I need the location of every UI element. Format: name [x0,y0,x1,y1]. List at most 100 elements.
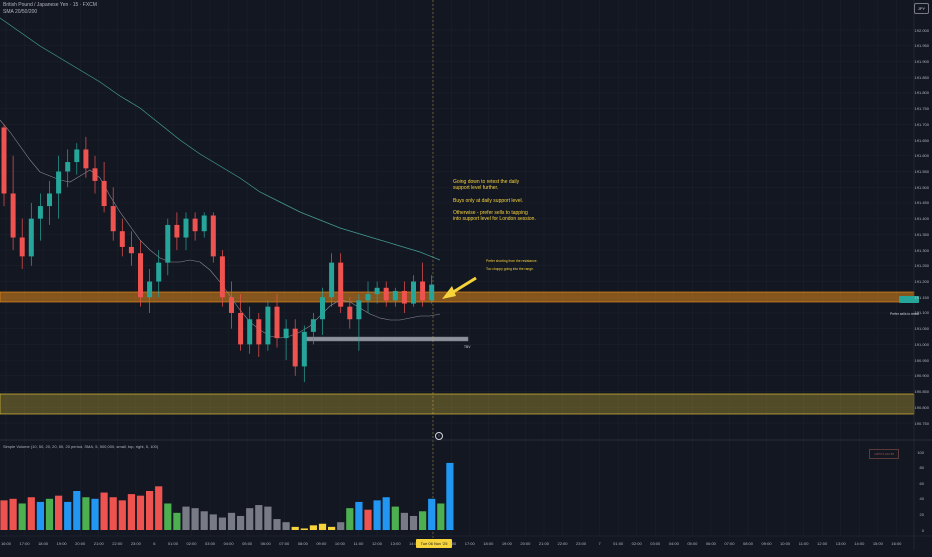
volume-bar[interactable] [109,497,117,530]
volume-bar[interactable] [437,503,445,530]
volume-bar[interactable] [182,506,190,530]
volume-bar[interactable] [446,462,454,530]
candle[interactable] [392,287,398,307]
candle[interactable] [19,218,25,269]
candle[interactable] [356,294,362,351]
candle[interactable] [110,187,116,241]
candle[interactable] [174,212,180,251]
volume-bar[interactable] [218,517,226,530]
volume-bar[interactable] [318,523,327,530]
volume-bar[interactable] [309,525,317,530]
candle[interactable] [65,149,71,188]
candle[interactable] [101,162,107,213]
candle[interactable] [119,218,125,257]
candle[interactable] [374,281,380,304]
volume-indicator-title[interactable]: Simple Volume (10, 50, 20, 20, 50, 20 pe… [3,444,159,449]
volume-bar[interactable] [364,509,372,530]
candle[interactable] [274,294,280,348]
volume-bar[interactable] [64,501,72,530]
volume-bar[interactable] [391,506,399,530]
candle[interactable] [1,124,7,207]
volume-bar[interactable] [246,508,254,530]
candle[interactable] [338,253,344,313]
candle[interactable] [74,143,80,175]
candle[interactable] [401,281,407,313]
volume-bar[interactable] [200,511,208,530]
candle[interactable] [28,202,34,266]
volume-bar[interactable] [36,501,44,530]
yellow-arrow-icon[interactable] [442,276,477,299]
volume-bar[interactable] [0,500,8,530]
volume-bar[interactable] [91,498,99,530]
volume-bar[interactable] [55,495,63,530]
trade-plan-annotation[interactable]: Going down to retest the daily support l… [453,179,536,223]
candle[interactable] [201,212,207,238]
volume-bar[interactable] [337,522,345,530]
candle[interactable] [411,275,416,307]
volume-bar[interactable] [164,503,172,530]
candle[interactable] [229,281,234,329]
candle[interactable] [37,193,43,241]
volume-bar[interactable] [255,505,263,530]
volume-bar[interactable] [419,511,427,530]
volume-bar[interactable] [291,526,299,530]
candle[interactable] [347,297,353,329]
volume-bar[interactable] [191,508,199,530]
candle[interactable] [10,155,16,251]
volume-bar[interactable] [346,508,354,530]
candle[interactable] [301,325,307,383]
volume-bar[interactable] [136,495,145,530]
candle[interactable] [329,253,335,307]
candle[interactable] [247,306,253,354]
volume-bar[interactable] [82,497,90,530]
volume-bar[interactable] [382,497,390,530]
volume-bar[interactable] [27,497,35,530]
candle[interactable] [383,281,389,307]
volume-bar[interactable] [264,506,272,530]
volume-bar[interactable] [9,498,17,530]
economic-event-icon[interactable]: ! [435,432,443,440]
volume-bar[interactable] [45,498,54,530]
candle[interactable] [138,240,143,307]
candle[interactable] [429,275,435,304]
candle[interactable] [92,155,98,194]
volume-bar[interactable] [273,519,281,530]
daily-support-zone[interactable] [0,393,915,415]
volume-bar[interactable] [18,503,26,530]
candle[interactable] [210,212,216,263]
volume-bar[interactable] [73,491,81,530]
candle[interactable] [320,287,325,335]
volume-bar[interactable] [209,514,217,530]
candle[interactable] [183,212,189,251]
candle[interactable] [283,319,289,361]
volume-bar[interactable] [127,494,135,530]
volume-bar[interactable] [173,512,181,530]
indicator-legend[interactable]: SMA 20/50/200 [3,9,38,15]
candle[interactable] [292,319,298,376]
volume-bar[interactable] [227,512,236,530]
candle[interactable] [128,231,134,266]
volume-bar[interactable] [300,528,308,530]
volume-bar[interactable] [146,491,154,530]
volume-bar[interactable] [355,501,363,530]
candle[interactable] [156,250,162,298]
candle[interactable] [165,218,171,276]
volume-bar[interactable] [155,486,163,530]
candle[interactable] [147,268,153,313]
resistance-zone[interactable] [0,291,915,303]
volume-bar[interactable] [373,500,381,530]
candle[interactable] [265,300,271,351]
candle[interactable] [56,155,62,219]
candle[interactable] [47,180,52,225]
volume-bar[interactable] [237,515,245,530]
volume-bar[interactable] [328,526,336,530]
candle[interactable] [219,250,225,307]
candle[interactable] [256,312,262,357]
candle[interactable] [192,212,198,241]
range-box[interactable] [303,336,469,342]
candle[interactable] [310,312,316,345]
volume-bar[interactable] [409,515,418,530]
candle[interactable] [365,281,371,313]
currency-button[interactable]: JPY [914,3,929,14]
